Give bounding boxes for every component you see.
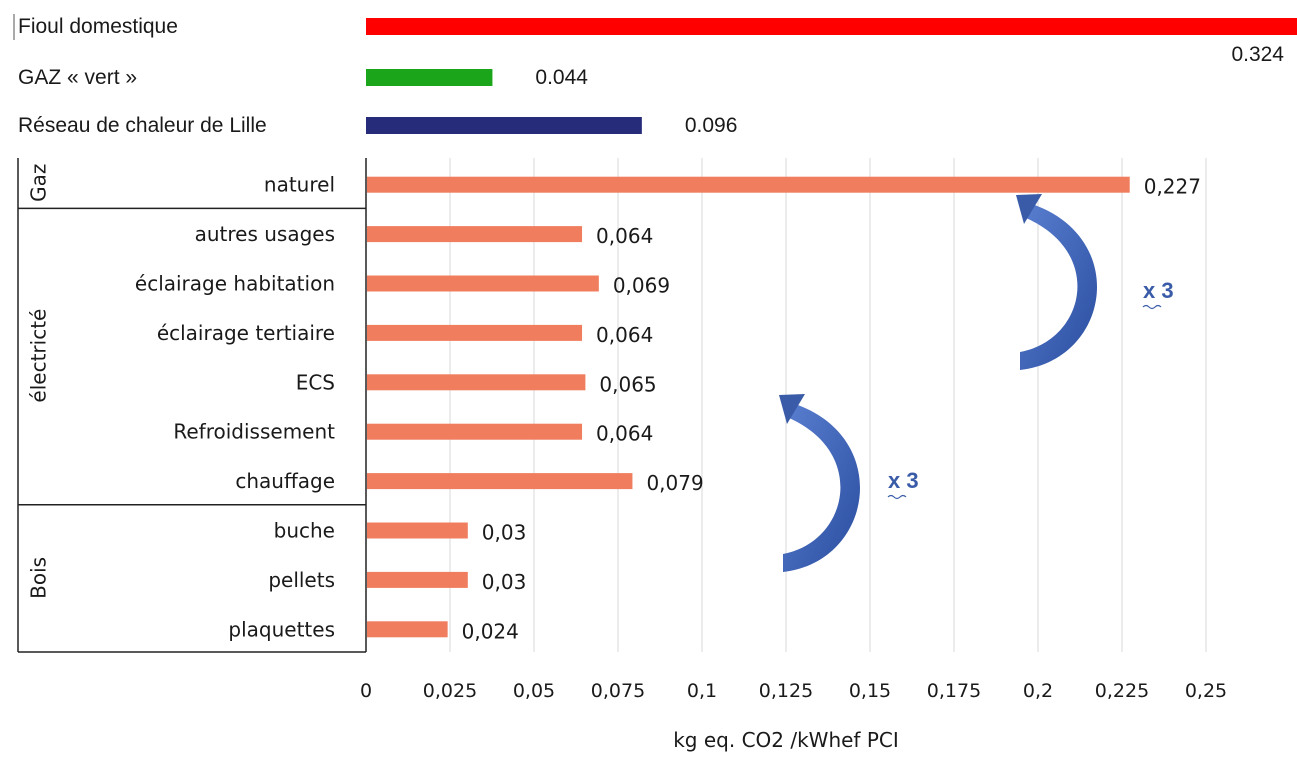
x-tick-label: 0,1 bbox=[687, 680, 717, 702]
curved-arrow-upper bbox=[1016, 194, 1098, 370]
bar-9 bbox=[367, 621, 448, 638]
value-label: 0,03 bbox=[482, 521, 527, 545]
multiplier-label: x 3 bbox=[1143, 278, 1174, 303]
bar-1 bbox=[367, 226, 583, 243]
x-axis-title: kg eq. CO2 /kWhef PCI bbox=[673, 728, 899, 752]
curved-arrow-upper-head bbox=[1016, 194, 1042, 224]
value-label: 0,024 bbox=[462, 619, 519, 643]
group-label: Gaz bbox=[27, 164, 51, 202]
curved-arrow-lower bbox=[779, 394, 861, 572]
bar-5 bbox=[367, 423, 583, 440]
x-tick-label: 0,2 bbox=[1023, 680, 1053, 702]
category-label: buche bbox=[274, 519, 335, 543]
x-tick-label: 0,225 bbox=[1095, 680, 1149, 702]
multiplier-label: x 3 bbox=[888, 468, 919, 493]
top-bar bbox=[366, 69, 493, 86]
value-label: 0,079 bbox=[646, 471, 703, 495]
x-tick-label: 0,15 bbox=[849, 680, 891, 702]
bar-3 bbox=[367, 324, 583, 341]
category-label: pellets bbox=[268, 568, 335, 592]
bar-6 bbox=[367, 473, 633, 490]
x-tick-label: 0,075 bbox=[591, 680, 645, 702]
top-bar-label: GAZ « vert » bbox=[18, 66, 137, 89]
value-label: 0,064 bbox=[596, 224, 653, 248]
curved-arrow-upper-body bbox=[1020, 204, 1098, 370]
category-label: éclairage tertiaire bbox=[157, 321, 335, 345]
x-tick-label: 0,125 bbox=[759, 680, 813, 702]
chart-frame bbox=[17, 158, 367, 653]
top-bar-label: Fioul domestique bbox=[18, 15, 178, 38]
top-bar-value: 0.096 bbox=[685, 114, 738, 137]
top-bar-label: Réseau de chaleur de Lille bbox=[18, 114, 267, 137]
top-bar bbox=[366, 117, 642, 134]
multiplier-annotations: x 3 x 3 bbox=[779, 194, 1174, 572]
category-labels: naturel autres usages éclairage habitation… bbox=[135, 173, 335, 642]
value-label: 0,069 bbox=[613, 274, 670, 298]
top-comparison-bars: Fioul domestique 0.324 GAZ « vert » 0.044 Ré… bbox=[13, 14, 1297, 137]
chart-bars bbox=[367, 176, 1130, 638]
bar-2 bbox=[367, 275, 599, 292]
category-label: plaquettes bbox=[228, 617, 335, 641]
squiggle-underline bbox=[887, 494, 907, 500]
value-label: 0,064 bbox=[596, 422, 653, 446]
curved-arrow-lower-body bbox=[783, 404, 861, 572]
category-label: éclairage habitation bbox=[135, 272, 335, 296]
group-label: électricté bbox=[27, 309, 51, 403]
bar-8 bbox=[367, 571, 468, 588]
bar-7 bbox=[367, 522, 468, 539]
group-label: Bois bbox=[27, 557, 51, 599]
bar-0 bbox=[367, 176, 1130, 193]
top-bar-value: 0.044 bbox=[535, 66, 588, 89]
value-label: 0,065 bbox=[599, 372, 656, 396]
x-tick-label: 0,175 bbox=[927, 680, 981, 702]
category-label: ECS bbox=[296, 370, 335, 394]
x-tick-label: 0,025 bbox=[423, 680, 477, 702]
squiggle-underline bbox=[1142, 304, 1162, 310]
value-label: 0,227 bbox=[1144, 175, 1201, 199]
value-labels: 0,227 0,064 0,069 0,064 0,065 0,064 0,079 0,03 0… bbox=[462, 175, 1201, 644]
category-label: Refroidissement bbox=[173, 420, 335, 444]
category-label: chauffage bbox=[235, 469, 335, 493]
x-tick-label: 0,05 bbox=[513, 680, 555, 702]
value-label: 0,03 bbox=[482, 570, 527, 594]
value-label: 0,064 bbox=[596, 323, 653, 347]
x-tick-label: 0 bbox=[360, 680, 372, 702]
group-labels: Gaz électricté Bois bbox=[27, 164, 51, 599]
x-tick-label: 0,25 bbox=[1185, 680, 1227, 702]
x-axis-ticks: 0 0,025 0,05 0,075 0,1 0,125 0,15 0,175 0,2 0,225… bbox=[360, 680, 1227, 702]
curved-arrow-lower-head bbox=[779, 394, 805, 424]
category-label: autres usages bbox=[195, 222, 335, 246]
bar-4 bbox=[367, 374, 586, 391]
top-bar bbox=[366, 18, 1297, 35]
top-bar-value: 0.324 bbox=[1231, 43, 1284, 66]
category-label: naturel bbox=[264, 173, 335, 197]
